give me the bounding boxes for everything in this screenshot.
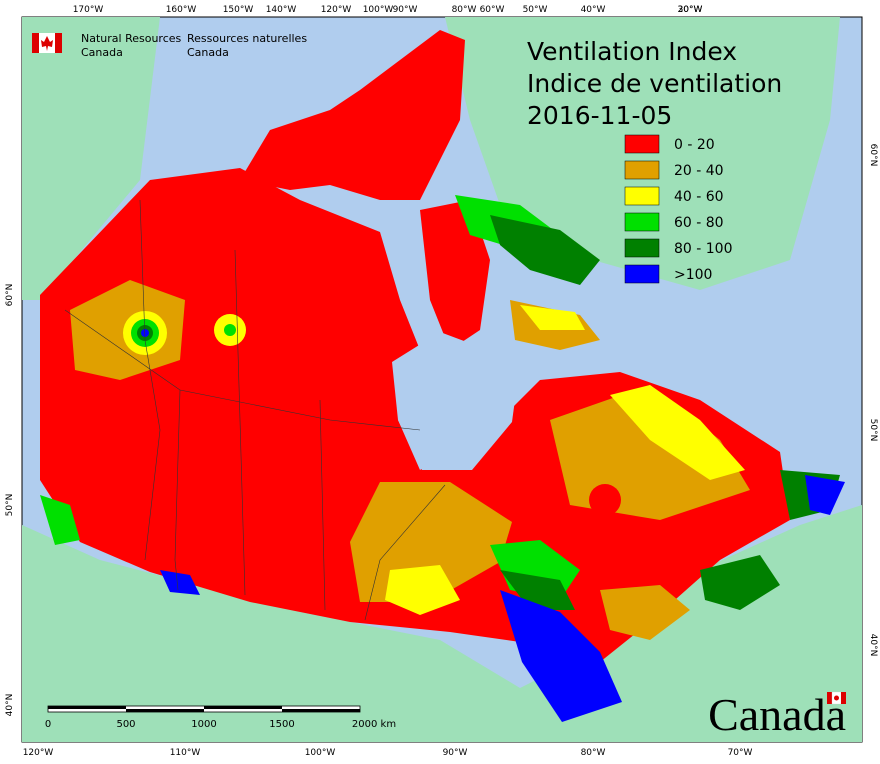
legend-swatch (624, 264, 660, 284)
agency-signature (32, 33, 62, 53)
agency-name: Ressources naturelles (187, 32, 307, 45)
map-title: 2016-11-05 (527, 101, 672, 130)
scale-label: 1500 (269, 719, 294, 730)
graticule-label: 140°W (266, 5, 297, 15)
graticule-label: 90°W (393, 5, 418, 15)
graticule-label: 120°W (321, 5, 352, 15)
land-foreign (22, 17, 862, 742)
graticule-label: 80°W (581, 748, 606, 758)
wordmark-flag (827, 691, 846, 705)
agency-name: Canada (81, 46, 123, 59)
graticule-label: 70°W (728, 748, 753, 758)
scale-label: 1000 (191, 719, 216, 730)
graticule-label: 80°W (452, 5, 477, 15)
graticule-label: 110°W (170, 748, 201, 758)
legend-swatch (624, 160, 660, 180)
graticule-label: 120°W (23, 748, 54, 758)
graticule-label: 100°W (305, 748, 336, 758)
legend-swatch (624, 186, 660, 206)
legend-label: 60 - 80 (674, 215, 724, 231)
scale-label: 0 (45, 719, 51, 730)
legend-swatch (624, 134, 660, 154)
graticule-label: 160°W (166, 5, 197, 15)
graticule-label: 100°W (363, 5, 394, 15)
graticule-label: 60°W (480, 5, 505, 15)
legend-label: 80 - 100 (674, 241, 733, 257)
legend-label: 0 - 20 (674, 137, 715, 153)
graticule-label: 90°W (443, 748, 468, 758)
graticule-label: 40°W (581, 5, 606, 15)
scale-label: 500 (116, 719, 135, 730)
agency-name: Canada (187, 46, 229, 59)
canada-index (40, 30, 845, 722)
scale-label: 2000 km (352, 719, 396, 730)
scale-bar (47, 705, 361, 713)
graticule-label: 50°N (5, 494, 15, 517)
graticule-label: 20°W (678, 5, 703, 15)
legend-label: 20 - 40 (674, 163, 724, 179)
legend-label: >100 (674, 267, 712, 283)
graticule-label: 30°W (678, 5, 703, 15)
graticule-label: 150°W (223, 5, 254, 15)
graticule-label: 60°N (868, 144, 878, 167)
graticule-label: 40°N (868, 634, 878, 657)
graticule-label: 50°N (868, 419, 878, 442)
graticule-label: 40°N (5, 694, 15, 717)
provincial-borders (64, 199, 446, 621)
graticule-label: 50°W (523, 5, 548, 15)
legend-swatch (624, 212, 660, 232)
map-title: Indice de ventilation (527, 69, 782, 98)
map-title: Ventilation Index (527, 37, 737, 66)
legend-label: 40 - 60 (674, 189, 724, 205)
wordmark: Canada (708, 689, 846, 740)
graticule-label: 60°N (5, 284, 15, 307)
graticule-label: 170°W (73, 5, 104, 15)
legend-swatch (624, 238, 660, 258)
agency-name: Natural Resources (81, 32, 182, 45)
